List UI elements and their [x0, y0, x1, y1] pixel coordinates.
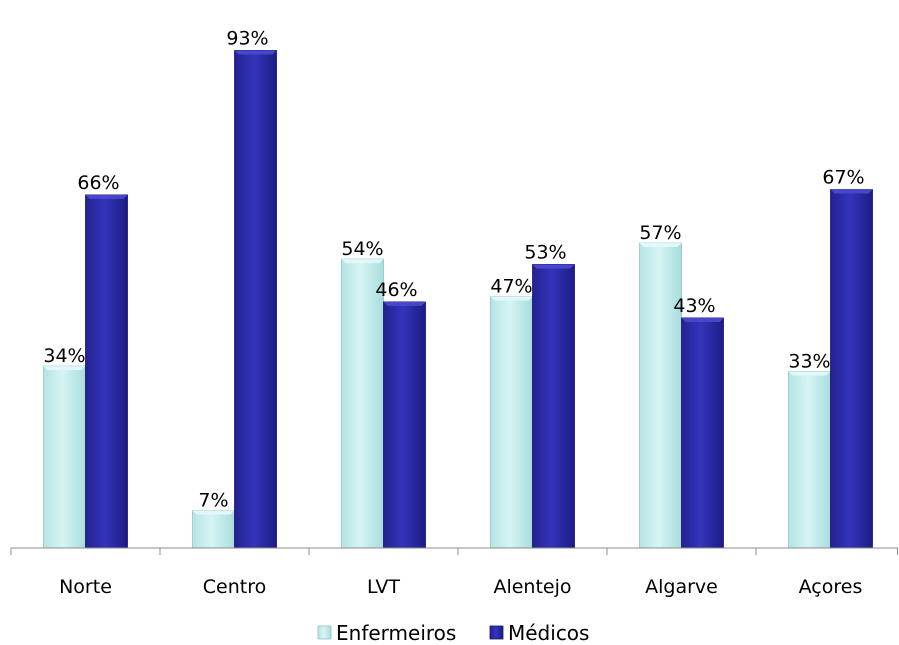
bar-top-médicos-norte: [85, 194, 128, 199]
data-label-enfermeiros-algarve: 57%: [639, 222, 681, 244]
legend-label-enfermeiros: Enfermeiros: [336, 621, 456, 645]
x-tick-label-centro: Centro: [203, 576, 266, 598]
bar-enfermeiros-lvt: [341, 258, 384, 549]
data-label-médicos-alentejo: 53%: [524, 241, 566, 263]
legend-swatch-médicos: [489, 625, 504, 640]
bar-enfermeiros-açores: [788, 371, 831, 549]
legend: Enfermeiros Médicos: [317, 621, 589, 645]
bars-layer: [43, 50, 873, 549]
x-tick-label-alentejo: Alentejo: [493, 576, 571, 598]
bar-médicos-açores: [830, 189, 873, 549]
data-label-médicos-algarve: 43%: [673, 295, 715, 317]
data-label-enfermeiros-lvt: 54%: [341, 238, 383, 260]
data-label-enfermeiros-alentejo: 47%: [490, 276, 532, 298]
bar-top-enfermeiros-centro: [192, 510, 235, 515]
bar-top-médicos-açores: [830, 189, 873, 194]
bar-médicos-centro: [234, 50, 277, 549]
x-tick-label-algarve: Algarve: [645, 576, 718, 598]
bar-top-médicos-alentejo: [532, 264, 575, 269]
data-label-enfermeiros-açores: 33%: [788, 350, 830, 372]
bar-top-médicos-centro: [234, 50, 277, 55]
bar-médicos-alentejo: [532, 264, 575, 549]
bar-médicos-norte: [85, 194, 128, 549]
data-label-enfermeiros-norte: 34%: [43, 345, 85, 367]
bar-top-enfermeiros-alentejo: [490, 296, 533, 301]
bar-médicos-lvt: [383, 301, 426, 549]
bar-top-enfermeiros-norte: [43, 366, 86, 371]
bar-top-enfermeiros-algarve: [639, 243, 682, 248]
data-label-médicos-norte: 66%: [77, 172, 119, 194]
data-labels-layer: 34% 66% 7% 93% 54% 46% 47% 53% 57% 43% 33% 67%: [43, 27, 864, 511]
x-tick-label-norte: Norte: [59, 576, 112, 598]
legend-swatch-enfermeiros: [317, 625, 332, 640]
data-label-enfermeiros-centro: 7%: [198, 490, 228, 512]
bar-top-enfermeiros-lvt: [341, 259, 384, 264]
data-label-médicos-lvt: 46%: [375, 279, 417, 301]
x-axis: Norte Centro LVT Alentejo Algarve Açores: [10, 547, 898, 598]
bar-top-médicos-lvt: [383, 301, 426, 306]
bar-enfermeiros-norte: [43, 365, 86, 549]
x-tick-label-lvt: LVT: [367, 576, 400, 598]
data-label-médicos-centro: 93%: [226, 27, 268, 49]
bar-enfermeiros-alentejo: [490, 296, 533, 549]
x-tick-label-açores: Açores: [799, 576, 863, 598]
bar-top-enfermeiros-açores: [788, 371, 831, 376]
bar-médicos-algarve: [681, 317, 724, 549]
bar-enfermeiros-algarve: [639, 242, 682, 549]
bar-top-médicos-algarve: [681, 317, 724, 322]
data-label-médicos-açores: 67%: [822, 167, 864, 189]
bar-enfermeiros-centro: [192, 510, 235, 549]
legend-label-médicos: Médicos: [508, 621, 589, 645]
